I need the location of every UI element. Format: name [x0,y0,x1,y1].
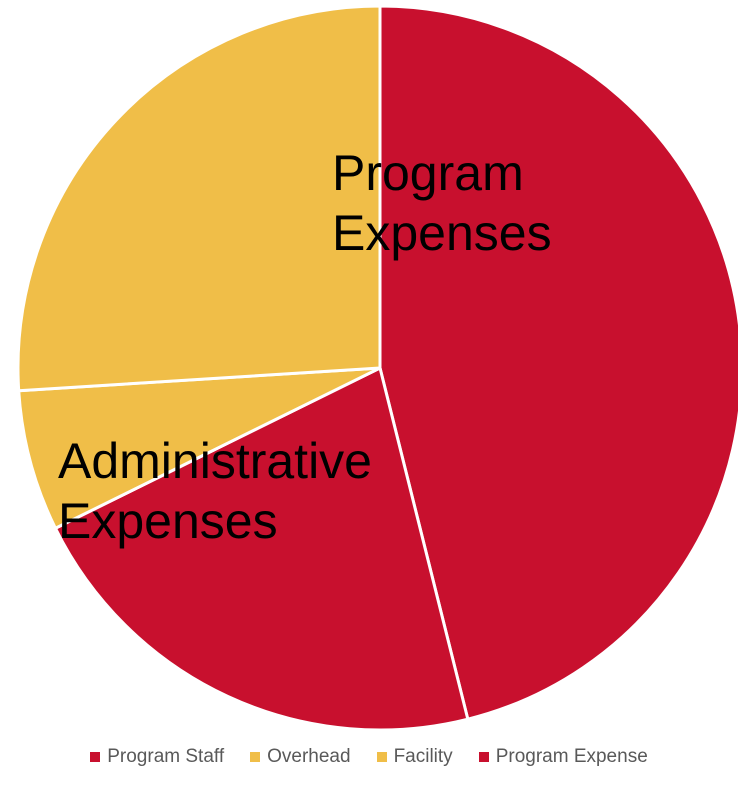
pie-slice-program-expense [378,4,738,721]
program-expenses-annotation: Program Expenses [332,143,552,263]
chart-legend: Program Staff Overhead Facility Program … [0,742,738,772]
pie-chart [16,4,738,732]
administrative-expenses-annotation: Administrative Expenses [58,431,372,551]
legend-item-program-staff: Program Staff [90,746,224,768]
administrative-expenses-annotation-line-2: Expenses [58,493,278,549]
legend-label-overhead: Overhead [267,746,351,767]
pie-slice-overhead [17,366,382,530]
legend-label-program-expense: Program Expense [495,746,648,767]
legend-swatch-facility [376,752,387,762]
program-expenses-annotation-line-1: Program [332,145,524,201]
pie-slice-facility [16,4,382,393]
legend-swatch-program-staff [90,752,101,762]
legend-swatch-program-expense [478,752,489,762]
program-expenses-annotation-line-2: Expenses [332,205,552,261]
legend-swatch-overhead [250,752,261,762]
legend-item-facility: Facility [376,746,453,768]
legend-item-program-expense: Program Expense [478,746,648,768]
legend-label-facility: Facility [393,746,453,767]
legend-item-overhead: Overhead [250,746,351,768]
legend-label-program-staff: Program Staff [107,746,225,767]
pie-slices [16,4,738,732]
administrative-expenses-annotation-line-1: Administrative [58,433,372,489]
pie-slice-program-staff [53,366,470,732]
